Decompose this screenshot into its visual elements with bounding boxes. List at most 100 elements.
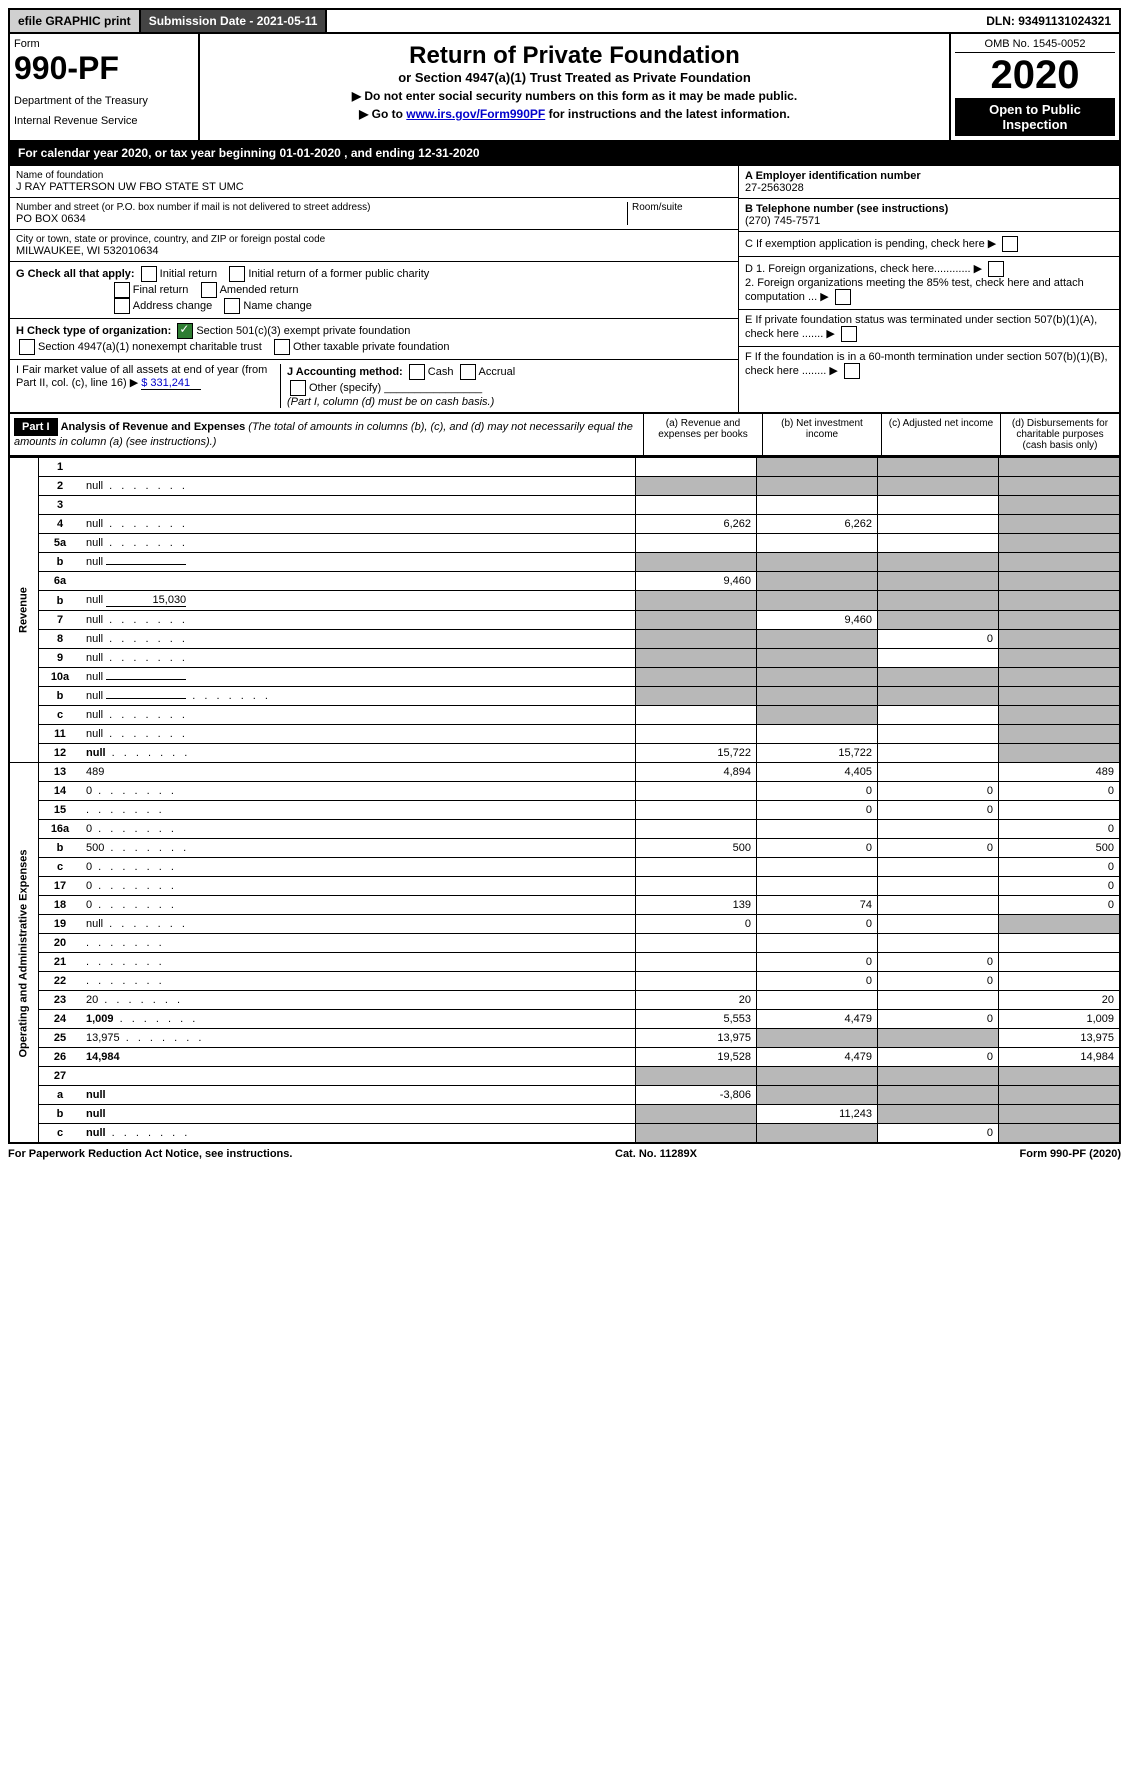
value-cell: -3,806 xyxy=(636,1086,757,1105)
calendar-year-row: For calendar year 2020, or tax year begi… xyxy=(8,142,1121,166)
table-row: 170 . . . . . . .0 xyxy=(9,877,1120,896)
value-cell xyxy=(878,877,999,896)
value-cell xyxy=(757,668,878,687)
row-description: null . . . . . . . xyxy=(81,744,636,763)
value-cell xyxy=(636,953,757,972)
initial-return-checkbox[interactable] xyxy=(141,266,157,282)
table-row: bnull11,243 xyxy=(9,1105,1120,1124)
table-row: 19null . . . . . . .00 xyxy=(9,915,1120,934)
instruction-1: ▶ Do not enter social security numbers o… xyxy=(208,89,941,103)
row-number: 7 xyxy=(39,611,82,630)
value-cell xyxy=(999,534,1121,553)
value-cell xyxy=(999,477,1121,496)
name-change-checkbox[interactable] xyxy=(224,298,240,314)
value-cell xyxy=(999,649,1121,668)
row-number: 2 xyxy=(39,477,82,496)
value-cell xyxy=(757,534,878,553)
value-cell xyxy=(636,820,757,839)
value-cell xyxy=(999,1124,1121,1144)
efile-label[interactable]: efile GRAPHIC print xyxy=(10,10,141,32)
value-cell xyxy=(999,706,1121,725)
row-number: 18 xyxy=(39,896,82,915)
instruction-2: ▶ Go to www.irs.gov/Form990PF for instru… xyxy=(208,107,941,121)
value-cell: 500 xyxy=(999,839,1121,858)
cash-checkbox[interactable] xyxy=(409,364,425,380)
d2-checkbox[interactable] xyxy=(835,289,851,305)
row-description xyxy=(81,572,636,591)
value-cell xyxy=(999,630,1121,649)
value-cell: 0 xyxy=(999,877,1121,896)
e-checkbox[interactable] xyxy=(841,326,857,342)
value-cell xyxy=(999,458,1121,477)
value-cell xyxy=(878,744,999,763)
f-checkbox[interactable] xyxy=(844,363,860,379)
ein-label: A Employer identification number xyxy=(745,170,921,182)
value-cell: 9,460 xyxy=(757,611,878,630)
row-number: 20 xyxy=(39,934,82,953)
value-cell: 13,975 xyxy=(636,1029,757,1048)
accrual-checkbox[interactable] xyxy=(460,364,476,380)
table-row: 3 xyxy=(9,496,1120,515)
value-cell xyxy=(757,858,878,877)
501c3-checkbox[interactable] xyxy=(177,323,193,339)
ein-value: 27-2563028 xyxy=(745,182,804,194)
tax-year: 2020 xyxy=(955,53,1115,98)
final-return-checkbox[interactable] xyxy=(114,282,130,298)
address-change-checkbox[interactable] xyxy=(114,298,130,314)
footer-left: For Paperwork Reduction Act Notice, see … xyxy=(8,1148,292,1160)
other-taxable-checkbox[interactable] xyxy=(274,339,290,355)
initial-former-checkbox[interactable] xyxy=(229,266,245,282)
table-row: bnull 15,030 xyxy=(9,591,1120,611)
value-cell xyxy=(878,553,999,572)
value-cell: 0 xyxy=(757,972,878,991)
amended-checkbox[interactable] xyxy=(201,282,217,298)
row-description: null . . . . . . . xyxy=(81,477,636,496)
value-cell: 0 xyxy=(757,953,878,972)
addr-label: Number and street (or P.O. box number if… xyxy=(16,202,627,213)
form-link[interactable]: www.irs.gov/Form990PF xyxy=(406,107,545,121)
row-description: null 15,030 xyxy=(81,591,636,611)
row-description: . . . . . . . xyxy=(81,972,636,991)
value-cell: 0 xyxy=(878,1048,999,1067)
dept-treasury: Department of the Treasury xyxy=(14,95,194,107)
top-bar: efile GRAPHIC print Submission Date - 20… xyxy=(8,8,1121,34)
row-description: 0 . . . . . . . xyxy=(81,896,636,915)
value-cell xyxy=(878,591,999,611)
row-description: null . . . . . . . xyxy=(81,1124,636,1144)
value-cell xyxy=(636,801,757,820)
value-cell xyxy=(636,782,757,801)
city-label: City or town, state or province, country… xyxy=(16,234,732,245)
value-cell: 0 xyxy=(878,972,999,991)
value-cell xyxy=(636,1124,757,1144)
other-method-checkbox[interactable] xyxy=(290,380,306,396)
row-number: a xyxy=(39,1086,82,1105)
value-cell: 1,009 xyxy=(999,1010,1121,1029)
value-cell xyxy=(757,687,878,706)
section-label: Revenue xyxy=(9,458,39,763)
value-cell: 4,479 xyxy=(757,1048,878,1067)
value-cell: 5,553 xyxy=(636,1010,757,1029)
form-number-box: Form 990-PF Department of the Treasury I… xyxy=(10,34,200,140)
d1-checkbox[interactable] xyxy=(988,261,1004,277)
value-cell xyxy=(757,1067,878,1086)
row-number: 3 xyxy=(39,496,82,515)
value-cell: 139 xyxy=(636,896,757,915)
row-description: . . . . . . . xyxy=(81,953,636,972)
tel-value: (270) 745-7571 xyxy=(745,215,820,227)
row-number: b xyxy=(39,1105,82,1124)
row-description: null . . . . . . . xyxy=(81,725,636,744)
value-cell xyxy=(636,591,757,611)
c-checkbox[interactable] xyxy=(1002,236,1018,252)
row-description: 20 . . . . . . . xyxy=(81,991,636,1010)
value-cell xyxy=(757,934,878,953)
row-number: b xyxy=(39,839,82,858)
value-cell xyxy=(999,1105,1121,1124)
tel-label: B Telephone number (see instructions) xyxy=(745,203,948,215)
value-cell xyxy=(757,630,878,649)
4947-checkbox[interactable] xyxy=(19,339,35,355)
value-cell xyxy=(636,1067,757,1086)
page-footer: For Paperwork Reduction Act Notice, see … xyxy=(8,1148,1121,1160)
value-cell xyxy=(757,591,878,611)
value-cell xyxy=(878,668,999,687)
row-description: null . . . . . . . xyxy=(81,630,636,649)
